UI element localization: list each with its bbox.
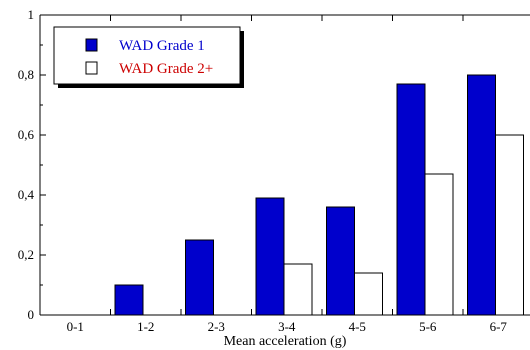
bar-wad-grade-1-6-7: [467, 74, 496, 316]
y-tick-label: 0,6: [18, 127, 35, 142]
legend-swatch: [85, 61, 98, 75]
y-tick-label: 0,8: [18, 67, 34, 82]
plot-area: 0 0,2 0,4 0,6 0,8 1 0-1 1-2 2-3 3-4 4-5 5-6 6-7 WAD G…: [18, 7, 530, 334]
bar-wad-grade-2--5-6: [424, 173, 454, 316]
legend-label: WAD Grade 1: [119, 38, 205, 54]
y-tick-label: 0,2: [18, 247, 34, 262]
bar-wad-grade-1-3-4: [255, 197, 285, 316]
bar-wad-grade-1-2-3: [185, 239, 214, 316]
y-tick-label: 0: [28, 307, 35, 322]
x-tick-label: 2-3: [208, 319, 225, 334]
legend-box: [53, 26, 241, 85]
x-tick-label: 6-7: [490, 319, 508, 334]
legend-swatch: [85, 38, 98, 52]
x-tick-label: 4-5: [349, 319, 366, 334]
y-tick-label: 0,4: [18, 187, 35, 202]
x-tick-label: 0-1: [67, 319, 84, 334]
x-tick-label: 3-4: [278, 319, 296, 334]
legend-label: WAD Grade 2+: [119, 61, 213, 77]
bar-wad-grade-1-4-5: [326, 206, 355, 316]
bar-wad-grade-2--4-5: [354, 272, 383, 316]
bar-wad-grade-1-5-6: [396, 83, 426, 316]
bar-wad-grade-2--6-7: [495, 134, 524, 316]
x-axis-title: Mean acceleration (g): [224, 334, 347, 349]
x-tick-label: 5-6: [419, 319, 437, 334]
bar-wad-grade-2--3-4: [283, 263, 313, 316]
bar-wad-grade-1-1-2: [114, 284, 144, 316]
x-tick-label: 1-2: [137, 319, 154, 334]
y-tick-label: 1: [28, 7, 35, 22]
